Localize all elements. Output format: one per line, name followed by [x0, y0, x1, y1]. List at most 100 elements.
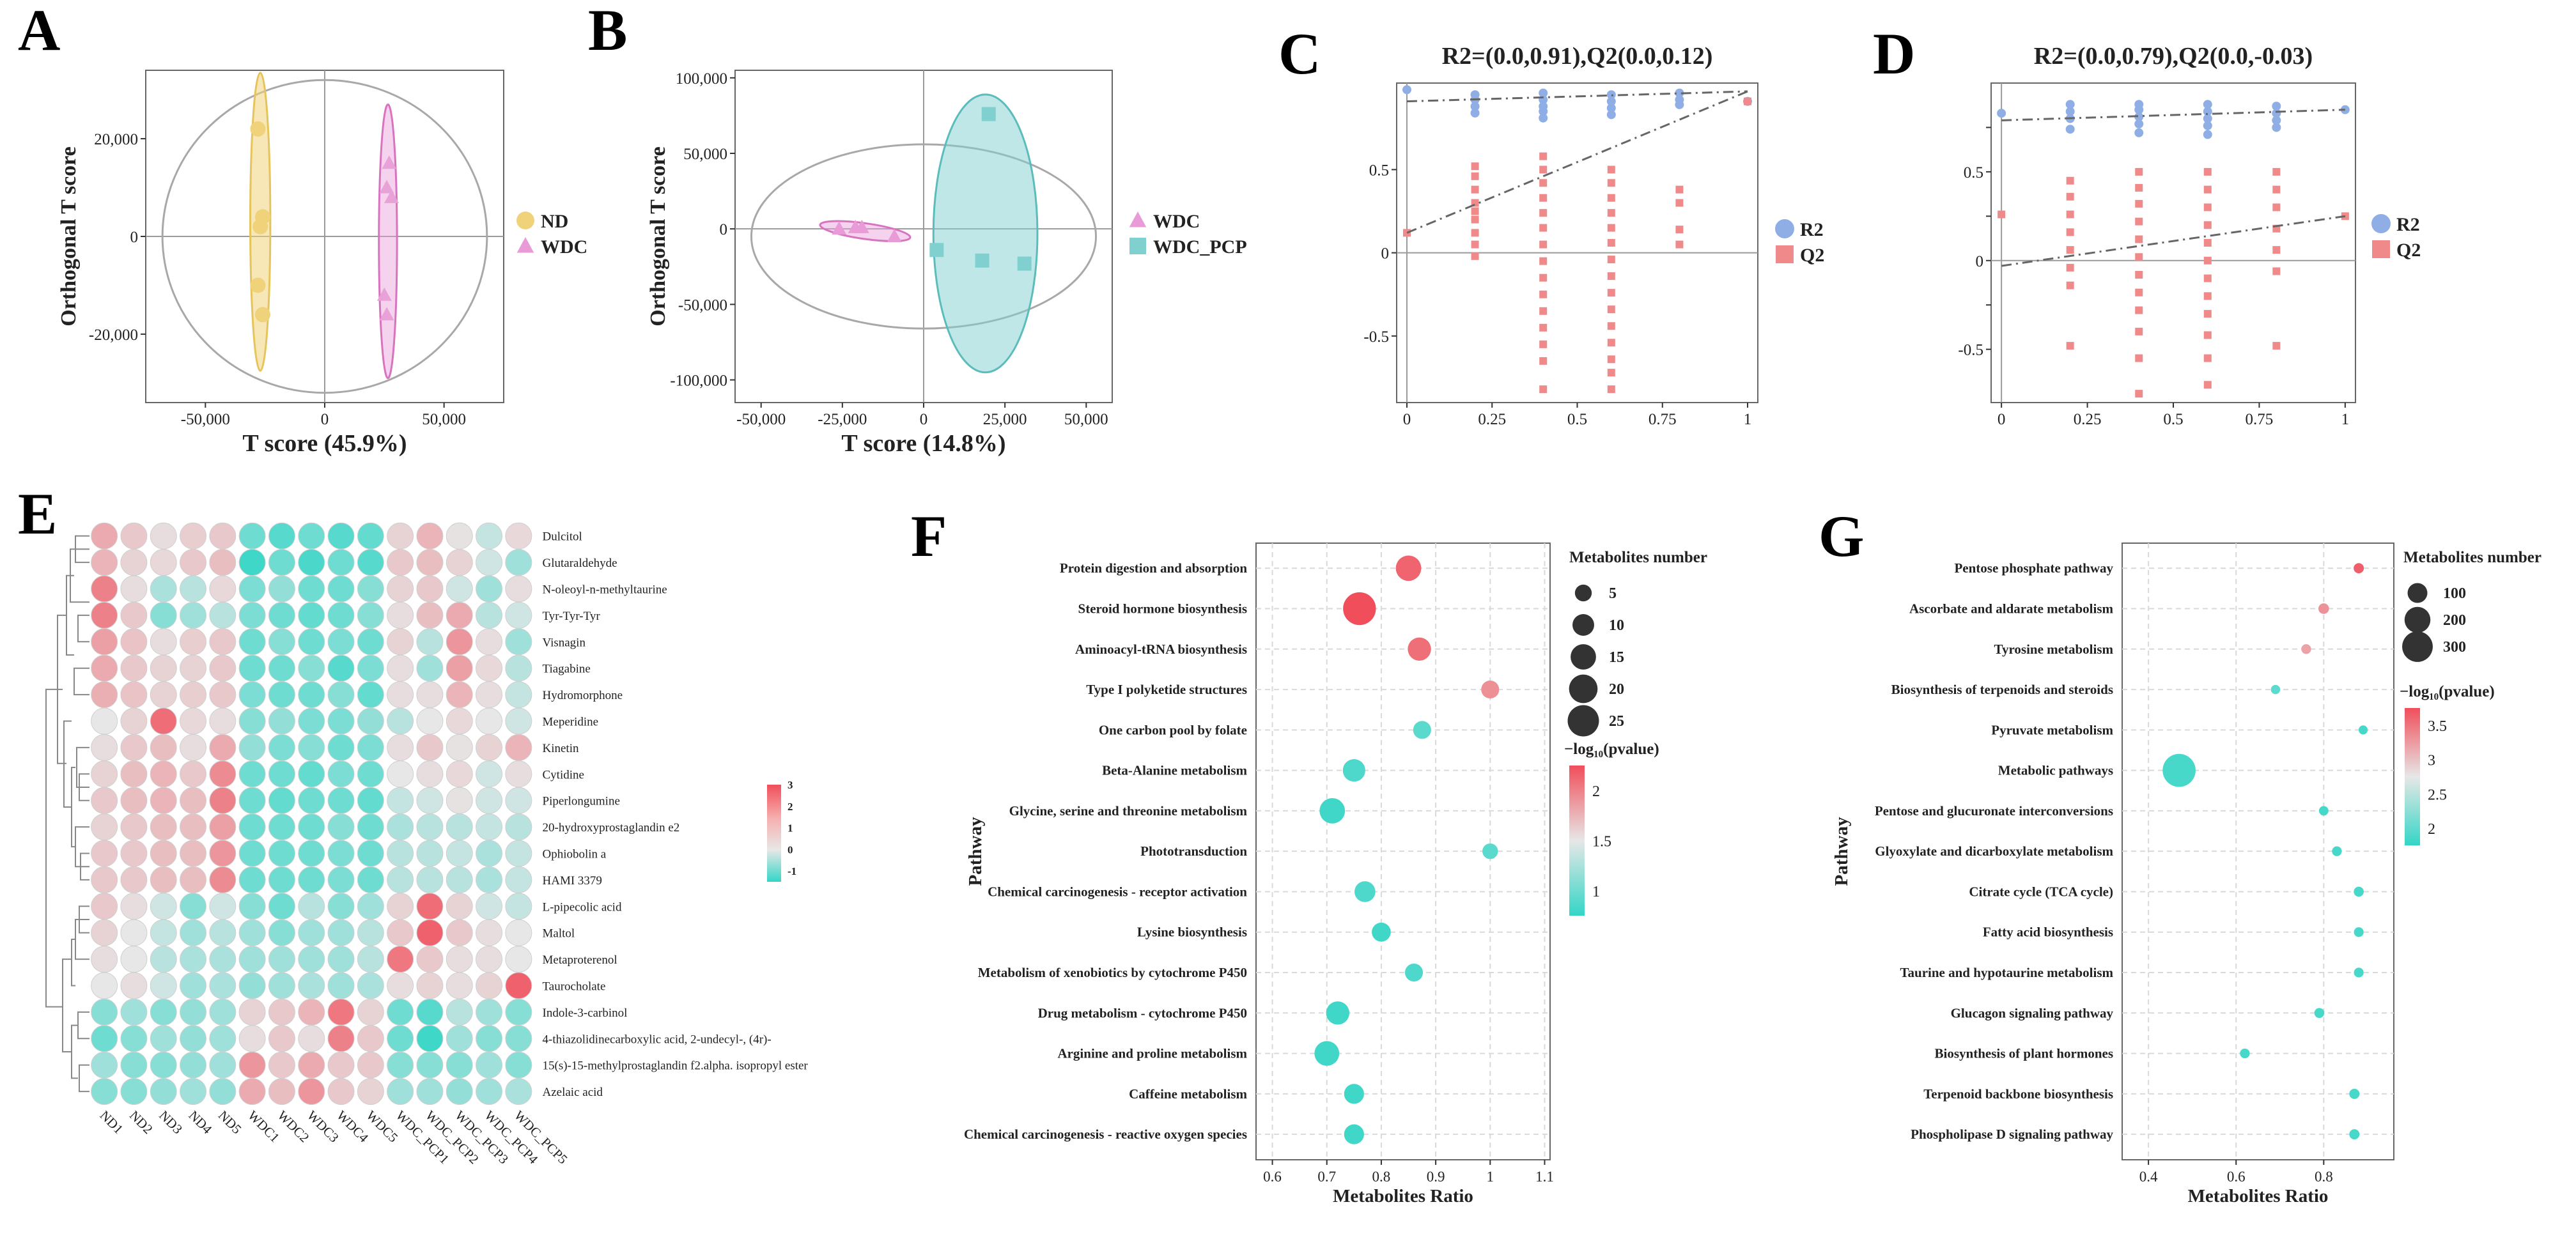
heatmap-cell	[150, 760, 177, 788]
x-tick-label: 0.8	[1372, 1169, 1391, 1185]
size-legend-label: 100	[2443, 585, 2466, 602]
data-point-q2	[1607, 355, 1615, 364]
size-legend-label: 25	[1609, 713, 1624, 730]
regression-line-r2	[1406, 90, 1748, 103]
heatmap-cell	[91, 1025, 118, 1052]
heatmap-cell	[505, 787, 532, 814]
size-legend-label: 300	[2443, 639, 2466, 656]
heatmap-cell	[180, 893, 207, 920]
heatmap-cell	[209, 734, 237, 761]
data-point-q2	[2135, 167, 2143, 176]
pathway-bubble	[2354, 967, 2364, 978]
heatmap-cell	[180, 734, 207, 761]
y-tick-label: -0.5	[1958, 342, 1983, 359]
heatmap-cell	[357, 575, 384, 603]
size-legend-dot	[1574, 584, 1592, 602]
heatmap-cell	[91, 760, 118, 788]
heatmap-cell	[387, 893, 414, 920]
heatmap-cell	[327, 654, 355, 682]
heatmap-cell	[476, 760, 503, 788]
data-point-r2	[2065, 100, 2075, 109]
panel-f-pathway-bubble-chart: Protein digestion and absorption Steroid …	[964, 543, 1707, 1206]
heatmap-cell	[268, 601, 295, 629]
plot-title: R2=(0.0,0.91),Q2(0.0,0.12)	[1442, 43, 1713, 70]
panel-letter-b: B	[588, 0, 627, 63]
data-point-q2	[2272, 185, 2281, 194]
heatmap-cell	[476, 946, 503, 973]
heatmap-cell	[180, 1078, 207, 1105]
heatmap-cell	[120, 919, 148, 946]
heatmap-cell	[446, 654, 473, 682]
heatmap-cell	[298, 866, 325, 893]
heatmap-cell	[416, 946, 444, 973]
color-legend-tick: 2	[2428, 821, 2435, 838]
dendrogram-branch	[77, 1011, 89, 1040]
heatmap-cell	[91, 1051, 118, 1079]
heatmap-cell	[209, 998, 237, 1026]
heatmap-cell	[505, 998, 532, 1026]
heatmap-cell	[120, 681, 148, 709]
color-legend-title: −log₁₀(pvalue)	[1564, 741, 1659, 758]
heatmap-cell	[150, 813, 177, 841]
pathway-label: Metabolism of xenobiotics by cytochrome …	[978, 965, 1247, 980]
data-point-q2	[2203, 354, 2212, 362]
column-label: ND1	[97, 1107, 127, 1137]
data-point-q2	[1607, 385, 1615, 394]
heatmap-cell	[446, 734, 473, 761]
heatmap-cell	[180, 549, 207, 576]
heatmap-cell	[327, 813, 355, 841]
data-point-q2	[2135, 253, 2143, 261]
data-point-wdc	[376, 287, 392, 301]
data-point-r2	[1606, 96, 1616, 106]
data-point-q2	[2066, 210, 2074, 219]
heatmap-cell	[120, 946, 148, 973]
data-point-nd	[252, 219, 268, 235]
heatmap-cell	[387, 549, 414, 576]
heatmap-cell	[505, 813, 532, 841]
data-point-q2	[2203, 203, 2212, 212]
heatmap-cell	[505, 654, 532, 682]
pathway-label: Terpenoid backbone biosynthesis	[1923, 1086, 2113, 1102]
pathway-bubble	[2354, 927, 2364, 937]
row-label: Dulcitol	[543, 530, 582, 544]
x-tick-label: 25,000	[983, 411, 1027, 428]
legend-swatch-r2	[2371, 214, 2391, 233]
y-tick-label: -0.5	[1363, 328, 1389, 346]
heatmap-cell	[357, 840, 384, 867]
data-point-q2	[1539, 209, 1548, 217]
pathway-label: Arginine and proline metabolism	[1057, 1046, 1247, 1061]
pathway-bubble	[1413, 721, 1431, 739]
heatmap-cell	[416, 628, 444, 656]
heatmap-cell	[238, 919, 266, 946]
pathway-label: Taurine and hypotaurine metabolism	[1900, 965, 2113, 980]
heatmap-cell	[120, 972, 148, 999]
heatmap-cell	[387, 601, 414, 629]
heatmap-cell	[238, 522, 266, 550]
data-point-q2	[2203, 331, 2212, 339]
heatmap-cell	[298, 601, 325, 629]
data-point-q2	[2272, 167, 2281, 176]
heatmap-cell	[150, 734, 177, 761]
row-label: N-oleoyl-n-methyltaurine	[543, 583, 667, 597]
panel-g-pathway-bubble-chart: Pentose phosphate pathway Ascorbate and a…	[1831, 543, 2541, 1206]
data-point-r2	[1402, 85, 1411, 95]
heatmap-cell	[446, 813, 473, 841]
x-tick-label: 0.4	[2139, 1169, 2158, 1185]
heatmap-cell	[238, 601, 266, 629]
heatmap-cell	[120, 522, 148, 550]
heatmap-cell	[327, 919, 355, 946]
pathway-bubble	[1395, 555, 1422, 581]
row-label: 15(s)-15-methylprostaglandin f2.alpha. i…	[543, 1059, 809, 1073]
dendrogram-branch	[79, 1064, 89, 1093]
heatmap-cell	[476, 972, 503, 999]
row-label: Piperlongumine	[543, 795, 620, 808]
x-tick-label: 0.25	[1478, 411, 1506, 428]
heatmap-cell	[416, 601, 444, 629]
heatmap-cell	[476, 681, 503, 709]
pathway-label: Steroid hormone biosynthesis	[1078, 601, 1247, 617]
heatmap-cell	[327, 998, 355, 1026]
x-tick-label: 1	[1744, 411, 1752, 428]
data-point-r2	[2272, 123, 2281, 132]
heatmap-cell	[446, 787, 473, 814]
